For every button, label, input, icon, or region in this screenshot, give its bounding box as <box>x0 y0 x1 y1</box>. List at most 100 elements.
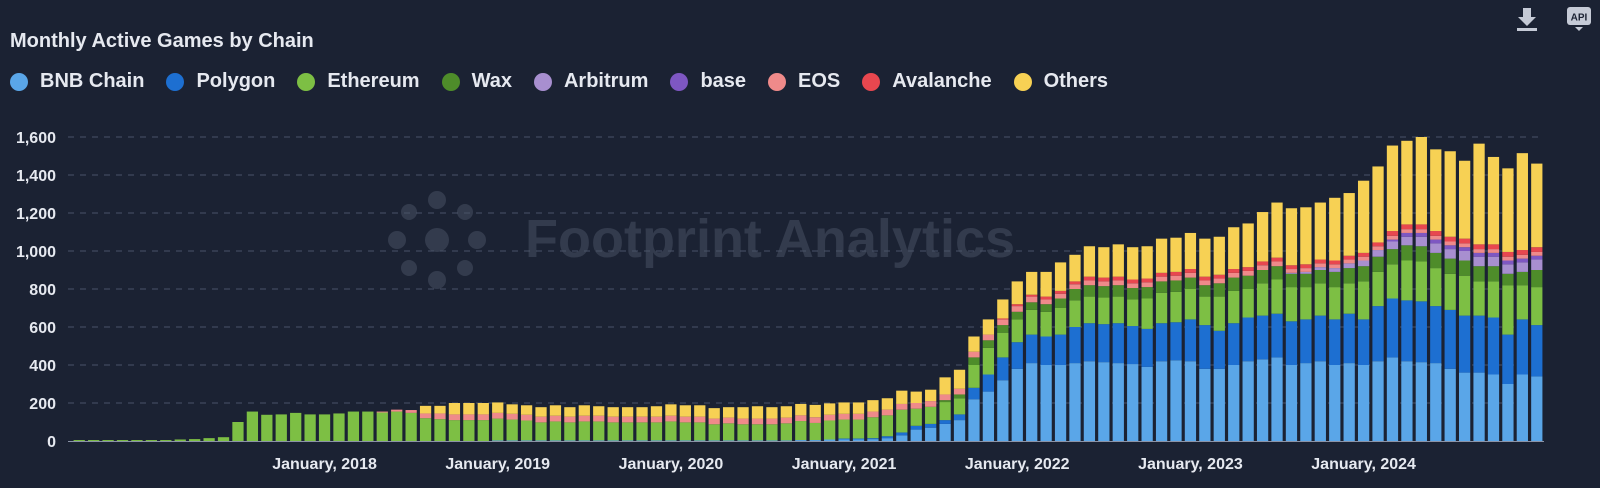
bar-segment-polygon[interactable] <box>1199 325 1211 369</box>
bar-segment-ethereum[interactable] <box>232 422 244 441</box>
bar-segment-bnb-chain[interactable] <box>1473 372 1485 441</box>
bar-segment-avalanche[interactable] <box>1141 278 1153 283</box>
bar-segment-wax[interactable] <box>1487 266 1500 282</box>
bar-segment-avalanche[interactable] <box>1531 247 1543 252</box>
bar-segment-ethereum[interactable] <box>1256 283 1269 316</box>
bar-segment-others[interactable] <box>1372 166 1384 243</box>
bar-segment-bnb-chain[interactable] <box>1040 365 1052 441</box>
bar-segment-base[interactable] <box>1386 239 1399 242</box>
bar-segment-ethereum[interactable] <box>1213 296 1225 331</box>
bar-segment-arbitrum[interactable] <box>1329 268 1341 272</box>
bar-segment-arbitrum[interactable] <box>1314 267 1326 270</box>
bar-segment-eos[interactable] <box>520 414 533 421</box>
bar-segment-ethereum[interactable] <box>1473 281 1485 316</box>
bar-segment-eos[interactable] <box>953 388 966 395</box>
bar-segment-wax[interactable] <box>1141 287 1153 299</box>
bar-segment-eos[interactable] <box>896 403 908 410</box>
bar-segment-avalanche[interactable] <box>1112 276 1124 281</box>
bar-segment-avalanche[interactable] <box>1256 261 1269 266</box>
bar-segment-others[interactable] <box>1083 246 1096 277</box>
bar-segment-wax[interactable] <box>1011 311 1023 320</box>
bar-segment-arbitrum[interactable] <box>1372 250 1384 257</box>
bar-segment-ethereum[interactable] <box>131 440 143 441</box>
bar-segment-ethereum[interactable] <box>824 420 836 440</box>
bar-segment-ethereum[interactable] <box>1242 289 1254 318</box>
bar-segment-polygon[interactable] <box>1357 319 1370 365</box>
bar-segment-avalanche[interactable] <box>1502 251 1514 257</box>
bar-segment-bnb-chain[interactable] <box>549 440 562 441</box>
bar-segment-others[interactable] <box>737 407 749 419</box>
bar-segment-wax[interactable] <box>1386 249 1399 265</box>
bar-segment-eos[interactable] <box>982 334 995 341</box>
bar-segment-others[interactable] <box>549 405 562 416</box>
bar-segment-polygon[interactable] <box>1516 319 1528 375</box>
bar-segment-ethereum[interactable] <box>694 422 706 441</box>
bar-segment-others[interactable] <box>809 404 821 418</box>
bar-segment-others[interactable] <box>665 404 677 416</box>
bar-segment-ethereum[interactable] <box>867 417 879 439</box>
bar-segment-ethereum[interactable] <box>174 439 186 441</box>
bar-segment-others[interactable] <box>1386 145 1399 232</box>
bar-segment-ethereum[interactable] <box>405 412 417 441</box>
bar-segment-bnb-chain[interactable] <box>621 440 634 441</box>
bar-segment-avalanche[interactable] <box>1343 255 1355 260</box>
bar-segment-eos[interactable] <box>1213 278 1225 284</box>
bar-segment-bnb-chain[interactable] <box>1329 365 1341 441</box>
bar-segment-ethereum[interactable] <box>362 411 374 441</box>
bar-segment-polygon[interactable] <box>1444 309 1456 369</box>
bar-segment-bnb-chain[interactable] <box>650 440 663 441</box>
bar-segment-others[interactable] <box>1141 246 1153 279</box>
bar-segment-others[interactable] <box>578 405 590 416</box>
bar-segment-ethereum[interactable] <box>593 421 605 441</box>
bar-segment-bnb-chain[interactable] <box>492 440 504 441</box>
bar-segment-eos[interactable] <box>434 413 446 420</box>
bar-segment-eos[interactable] <box>1040 299 1052 305</box>
bar-segment-others[interactable] <box>766 407 778 419</box>
bar-segment-ethereum[interactable] <box>304 414 316 441</box>
legend-item-base[interactable]: base <box>670 70 746 93</box>
bar-segment-wax[interactable] <box>1199 285 1211 297</box>
bar-segment-wax[interactable] <box>1228 277 1240 291</box>
bar-segment-others[interactable] <box>1069 254 1081 282</box>
bar-segment-bnb-chain[interactable] <box>795 440 807 441</box>
bar-segment-bnb-chain[interactable] <box>1459 372 1471 441</box>
bar-segment-eos[interactable] <box>867 411 879 418</box>
bar-segment-ethereum[interactable] <box>881 415 893 437</box>
bar-segment-others[interactable] <box>535 407 547 417</box>
bar-segment-polygon[interactable] <box>1531 325 1543 377</box>
bar-segment-others[interactable] <box>1314 202 1326 260</box>
bar-segment-bnb-chain[interactable] <box>1213 368 1225 441</box>
bar-segment-ethereum[interactable] <box>953 398 966 415</box>
bar-segment-ethereum[interactable] <box>246 411 259 441</box>
bar-segment-eos[interactable] <box>1256 265 1269 270</box>
bar-segment-others[interactable] <box>477 403 489 415</box>
bar-segment-ethereum[interactable] <box>492 418 504 441</box>
bar-segment-eos[interactable] <box>1357 256 1370 261</box>
bar-segment-arbitrum[interactable] <box>1444 249 1456 259</box>
bar-segment-bnb-chain[interactable] <box>953 420 966 441</box>
bar-segment-arbitrum[interactable] <box>1343 263 1355 269</box>
legend-item-bnb-chain[interactable]: BNB Chain <box>10 70 144 93</box>
bar-segment-others[interactable] <box>593 406 605 416</box>
bar-segment-ethereum[interactable] <box>795 421 807 441</box>
bar-segment-eos[interactable] <box>780 417 792 424</box>
bar-segment-eos[interactable] <box>679 416 691 423</box>
bar-segment-eos[interactable] <box>1502 256 1514 261</box>
bar-segment-bnb-chain[interactable] <box>751 440 764 441</box>
bar-segment-eos[interactable] <box>1228 272 1240 278</box>
bar-segment-polygon[interactable] <box>1285 321 1298 365</box>
bar-segment-polygon[interactable] <box>1343 313 1355 364</box>
bar-segment-wax[interactable] <box>1343 268 1355 284</box>
bar-segment-avalanche[interactable] <box>1040 296 1052 300</box>
bar-segment-polygon[interactable] <box>1026 334 1038 364</box>
bar-segment-arbitrum[interactable] <box>1531 259 1543 270</box>
bar-segment-base[interactable] <box>1401 232 1413 237</box>
bar-segment-bnb-chain[interactable] <box>636 440 648 441</box>
bar-segment-ethereum[interactable] <box>1069 300 1081 327</box>
bar-segment-others[interactable] <box>795 403 807 416</box>
bar-segment-ethereum[interactable] <box>419 418 432 441</box>
bar-segment-bnb-chain[interactable] <box>1054 365 1067 441</box>
bar-segment-polygon[interactable] <box>896 432 908 436</box>
bar-segment-eos[interactable] <box>1199 280 1211 286</box>
legend-item-ethereum[interactable]: Ethereum <box>297 70 420 93</box>
